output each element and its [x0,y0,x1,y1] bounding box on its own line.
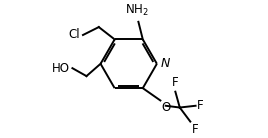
Text: Cl: Cl [69,28,80,42]
Text: F: F [197,99,204,112]
Text: F: F [192,123,199,136]
Text: O: O [161,101,170,114]
Text: HO: HO [52,62,70,75]
Text: F: F [172,76,179,89]
Text: N: N [160,57,170,70]
Text: NH$_2$: NH$_2$ [125,3,148,18]
